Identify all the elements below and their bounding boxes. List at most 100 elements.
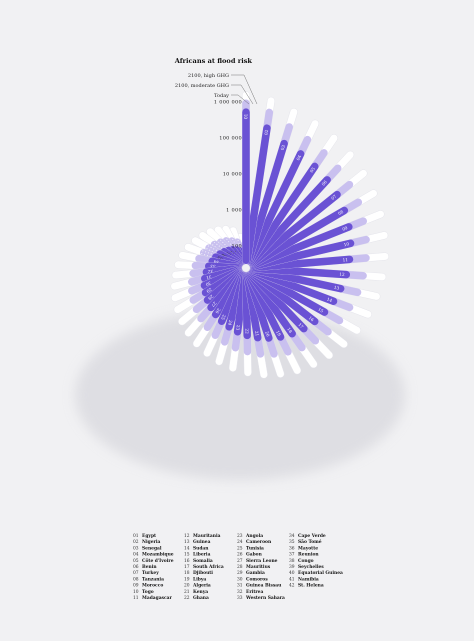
- bar-label-22: 22: [245, 328, 250, 334]
- bar-label-28: 28: [207, 294, 215, 301]
- key-code: 33: [237, 596, 243, 601]
- key-item-23: 23 Angola: [237, 534, 263, 539]
- bar-label-10: 10: [343, 241, 350, 247]
- tick-label-2: 10 000: [223, 171, 242, 177]
- key-name: Turkey: [142, 571, 159, 576]
- key-name: Mauritius: [246, 565, 271, 570]
- key-name: Reunion: [298, 553, 319, 558]
- bar-label-02: 02: [263, 129, 269, 135]
- key-code: 28: [237, 565, 243, 570]
- key-item-30: 30 Comoros: [237, 577, 268, 582]
- legend-label-moderate: 2100, moderate GHG: [175, 83, 229, 89]
- key-code: 29: [237, 571, 243, 576]
- tick-label-3: 100 000: [219, 135, 242, 141]
- key-code: 15: [184, 553, 190, 558]
- key-name: Somalia: [193, 559, 213, 564]
- key-name: Congo: [298, 559, 314, 564]
- key-name: Tunisia: [246, 546, 264, 551]
- chart-title: Africans at flood risk: [174, 57, 253, 65]
- bar-label-30: 30: [205, 280, 212, 287]
- key-code: 41: [289, 577, 295, 582]
- bar-label-03: 03: [280, 144, 286, 151]
- bar-label-05: 05: [309, 166, 316, 173]
- key-code: 27: [237, 559, 243, 564]
- bar-label-29: 29: [205, 287, 212, 294]
- bar-16: 16: [248, 268, 348, 349]
- key-name: Mozambique: [142, 553, 174, 558]
- key-code: 01: [133, 534, 139, 539]
- key-code: 16: [184, 559, 190, 564]
- key-item-26: 26 Gabon: [237, 553, 263, 558]
- bar-label-31: 31: [205, 274, 212, 280]
- key-item-42: 42 St. Helena: [289, 584, 324, 589]
- tick-label-4: 1 000 000: [214, 100, 242, 106]
- legend-label-high: 2100, high GHG: [188, 73, 229, 79]
- key-name: Guinea: [193, 540, 211, 545]
- bar-today-07: [248, 190, 341, 267]
- key-name: Côte d'Ivoire: [142, 559, 174, 564]
- key-code: 23: [237, 534, 243, 539]
- bar-07: 07: [248, 169, 368, 268]
- bar-03: 03: [244, 108, 298, 265]
- key-code: 17: [184, 565, 190, 570]
- key-code: 07: [133, 571, 139, 576]
- key-name: Nigeria: [142, 540, 161, 545]
- legend-label-today: Today: [214, 93, 229, 99]
- bar-label-24: 24: [227, 319, 233, 326]
- key-code: 14: [184, 546, 190, 551]
- key-name: Equatorial Guinea: [298, 571, 343, 576]
- key-code: 38: [289, 559, 295, 564]
- bar-label-33: 33: [210, 264, 216, 269]
- bar-label-16: 16: [308, 315, 316, 322]
- key-item-18: 18 Djibouti: [184, 571, 213, 576]
- bar-01: 01: [242, 91, 250, 265]
- bar-today-01: [242, 108, 250, 264]
- bar-label-34: 34: [213, 259, 220, 265]
- key-item-20: 20 Algeria: [184, 584, 211, 589]
- key-item-34: 34 Cape Verde: [289, 534, 326, 539]
- key-name: Kenya: [193, 590, 208, 595]
- key-name: Gabon: [246, 553, 263, 558]
- key-code: 10: [133, 590, 139, 595]
- key-code: 42: [289, 584, 295, 589]
- bar-label-07: 07: [330, 193, 338, 200]
- key-code: 19: [184, 577, 190, 582]
- key-name: Libya: [193, 577, 206, 582]
- bar-today-20: [244, 271, 273, 342]
- key-code: 18: [184, 571, 190, 576]
- key-item-01: 01 Egypt: [133, 534, 156, 539]
- bar-label-32: 32: [207, 269, 213, 275]
- tick-label-1: 1 000: [226, 207, 242, 213]
- bar-05: 05: [246, 134, 338, 266]
- key-name: Mayotte: [298, 546, 318, 551]
- key-item-41: 41 Namibia: [289, 577, 319, 582]
- bar-today-03: [244, 139, 288, 265]
- bar-label-09: 09: [341, 225, 348, 232]
- key-item-32: 32 Eritrea: [237, 590, 263, 595]
- key-item-38: 38 Congo: [289, 559, 314, 564]
- key-item-08: 08 Tanzania: [133, 577, 164, 582]
- key-item-28: 28 Mauritius: [237, 565, 271, 570]
- bar-label-06: 06: [321, 179, 329, 187]
- bar-20: 20: [244, 271, 285, 378]
- key-name: Benin: [142, 565, 157, 570]
- key-name: Ghana: [193, 596, 209, 601]
- key-item-35: 35 São Tomé: [289, 540, 322, 545]
- key-code: 08: [133, 577, 139, 582]
- key-code: 13: [184, 540, 190, 545]
- bar-today-21: [243, 271, 262, 342]
- key-code: 35: [289, 540, 295, 545]
- key-item-25: 25 Tunisia: [237, 546, 264, 551]
- bar-label-26: 26: [214, 307, 221, 314]
- key-item-06: 06 Benin: [133, 565, 157, 570]
- key-code: 39: [289, 565, 295, 570]
- legend-leader-lines: [231, 74, 258, 105]
- key-code: 32: [237, 590, 243, 595]
- bar-today-04: [245, 150, 305, 265]
- key-code: 21: [184, 590, 190, 595]
- key-name: Egypt: [142, 534, 156, 539]
- bar-label-27: 27: [210, 301, 217, 309]
- key-item-11: 11 Madagascar: [133, 596, 173, 601]
- bar-label-13: 13: [333, 285, 340, 291]
- tick-label-0: 100: [232, 243, 242, 249]
